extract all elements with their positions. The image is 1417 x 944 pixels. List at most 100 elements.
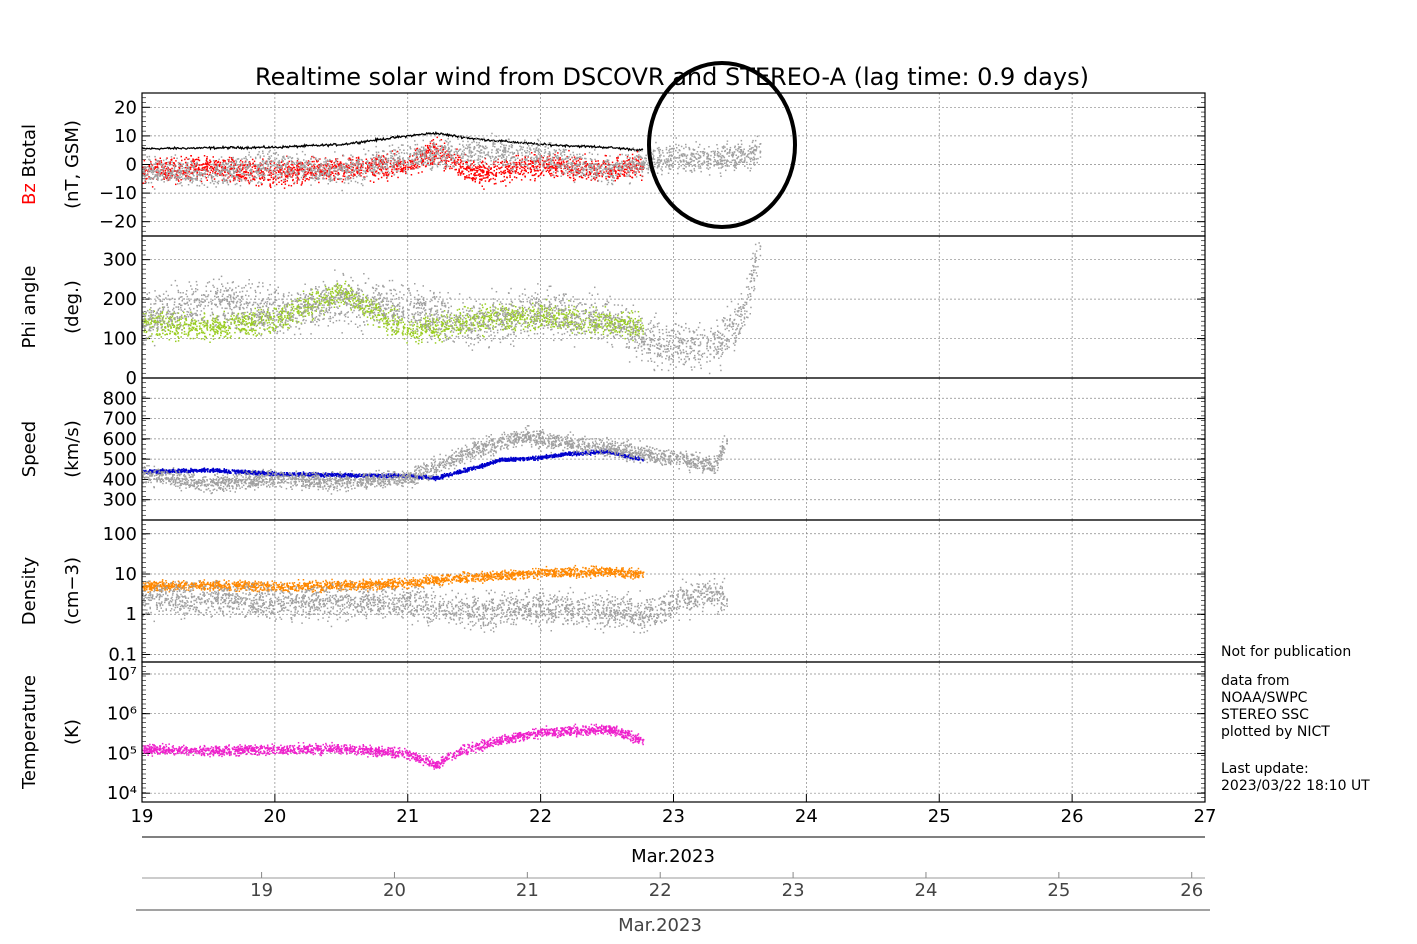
data-point [287,170,289,172]
data-point [241,161,244,163]
data-point [677,151,679,154]
data-point [658,150,661,153]
data-point [301,165,303,167]
y-axis-unit-label: (nT, GSM) [62,120,83,209]
data-point [198,168,201,170]
data-point [161,178,163,181]
data-point [258,167,260,170]
data-point [350,168,352,170]
data-point [484,157,486,159]
data-point [179,182,181,185]
data-point [431,150,434,153]
data-point [419,148,421,150]
data-point [404,167,407,169]
data-point [189,177,191,179]
data-point [282,164,284,166]
data-point [734,160,736,163]
data-point [744,153,746,156]
data-point [489,171,491,174]
data-point [684,153,686,156]
data-point [371,163,374,166]
data-point [239,169,242,171]
data-point [606,167,608,169]
data-point [553,157,555,159]
data-point [582,167,584,170]
data-point [405,172,407,175]
data-point [257,153,260,156]
data-point [616,164,618,166]
data-point [150,166,153,169]
data-point [724,150,726,153]
data-point [578,172,580,174]
data-point [355,159,358,162]
data-point [678,166,680,168]
data-point [225,179,228,182]
data-point [462,146,465,148]
data-point [193,170,196,172]
data-point [200,169,202,171]
data-point [407,144,409,147]
data-point [692,148,694,151]
data-point [200,180,203,183]
data-point [581,169,584,171]
data-point [319,158,321,160]
data-point [235,159,237,162]
data-point [324,174,326,176]
data-point [676,157,678,159]
data-point [566,163,568,165]
data-point [226,171,229,174]
data-point [202,166,204,169]
data-point [493,183,496,185]
data-point [516,168,518,171]
data-point [584,174,586,176]
data-point [475,166,477,168]
data-point [638,154,640,156]
data-point [367,165,369,167]
data-point [244,176,247,179]
data-point [577,173,579,175]
data-point [350,166,353,168]
data-point [393,158,395,161]
data-point [240,168,242,170]
data-point [626,168,628,171]
data-point [298,169,300,171]
data-point [707,164,709,166]
data-point [285,171,287,174]
data-point [487,173,489,175]
data-point [499,161,502,164]
data-point [510,157,512,159]
data-point [517,150,519,152]
data-point [245,165,248,168]
data-point [629,167,632,169]
data-point [222,181,224,183]
data-point [598,165,600,167]
data-point [699,155,702,157]
data-point [270,161,273,163]
data-point [660,154,662,156]
data-point [205,177,207,179]
data-point [268,170,270,172]
data-point [338,165,340,167]
data-point [521,159,524,162]
data-point [402,163,405,166]
data-point [268,155,270,158]
data-point [330,173,332,176]
data-point [248,182,251,185]
data-point [173,157,175,159]
data-point [632,147,635,149]
data-point [246,168,248,171]
data-point [314,174,316,177]
data-point [357,159,360,162]
data-point [432,139,435,141]
data-point [318,181,320,184]
data-point [482,169,484,172]
data-point [529,171,532,174]
data-point [242,164,244,167]
data-point [584,162,586,164]
data-point [422,158,424,161]
data-point [260,183,263,186]
data-point [225,162,227,164]
data-point [628,174,630,176]
data-point [542,157,544,159]
data-point [753,152,755,155]
